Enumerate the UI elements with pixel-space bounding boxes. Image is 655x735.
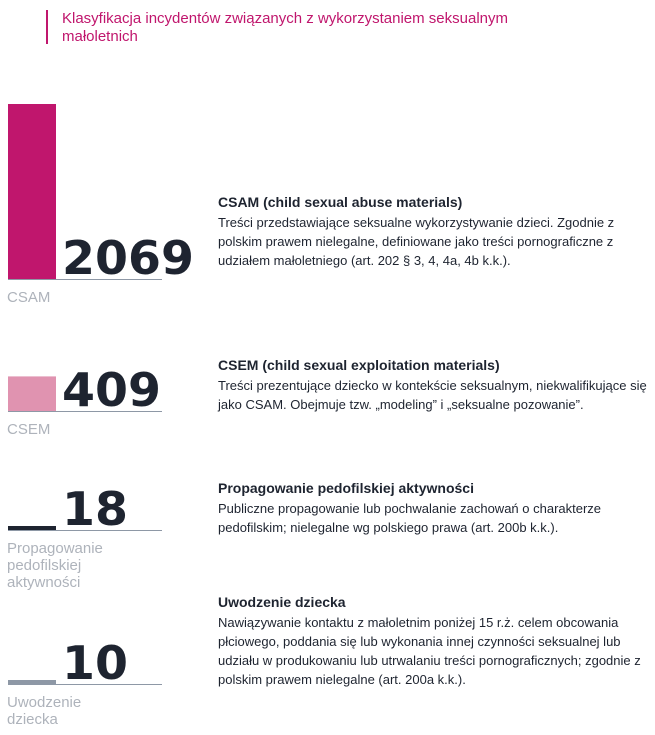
bar-1 — [8, 104, 56, 279]
category-label-2: CSEM — [7, 421, 50, 438]
description-title: CSEM (child sexual exploitation material… — [218, 357, 500, 373]
description-text: Publiczne propagowanie lub pochwalanie z… — [218, 501, 602, 535]
value-label-2: 409 — [62, 363, 161, 417]
bar-4 — [8, 680, 56, 684]
value-label-3: 18 — [62, 482, 128, 536]
category-label-line: Propagowanie — [7, 540, 103, 557]
description-text: Nawiązywanie kontaktu z małoletnim poniż… — [218, 615, 641, 687]
value-label-4: 10 — [62, 636, 128, 690]
description-csem: CSEM (child sexual exploitation material… — [218, 356, 650, 414]
category-label-line: dziecka — [7, 711, 59, 728]
category-label-line: CSEM — [7, 421, 50, 438]
description-title: Uwodzenie dziecka — [218, 594, 346, 610]
description-text: Treści prezentujące dziecko w kontekście… — [218, 378, 647, 412]
category-label-1: CSAM — [7, 289, 50, 306]
category-label-line: CSAM — [7, 289, 50, 306]
category-label-line: Uwodzenie — [7, 694, 81, 711]
description-grooming: Uwodzenie dziecka Nawiązywanie kontaktu … — [218, 593, 650, 689]
category-label-line: pedofilskiej — [7, 557, 81, 574]
description-text: Treści przedstawiające seksualne wykorzy… — [218, 215, 615, 268]
description-title: CSAM (child sexual abuse materials) — [218, 194, 463, 210]
value-label-1: 2069 — [62, 231, 194, 285]
header-accent-rule — [46, 10, 48, 44]
category-label-4: Uwodzenie dziecka — [7, 694, 81, 728]
description-title: Propagowanie pedofilskiej aktywności — [218, 480, 474, 496]
description-propagation: Propagowanie pedofilskiej aktywności Pub… — [218, 479, 650, 537]
page-title: Klasyfikacja incydentów związanych z wyk… — [62, 10, 509, 45]
bar-2 — [8, 376, 56, 411]
category-label-3: Propagowanie pedofilskiej aktywności — [7, 540, 103, 591]
category-label-line: aktywności — [7, 574, 80, 591]
description-csam: CSAM (child sexual abuse materials) Treś… — [218, 193, 650, 270]
bar-3 — [8, 526, 56, 530]
